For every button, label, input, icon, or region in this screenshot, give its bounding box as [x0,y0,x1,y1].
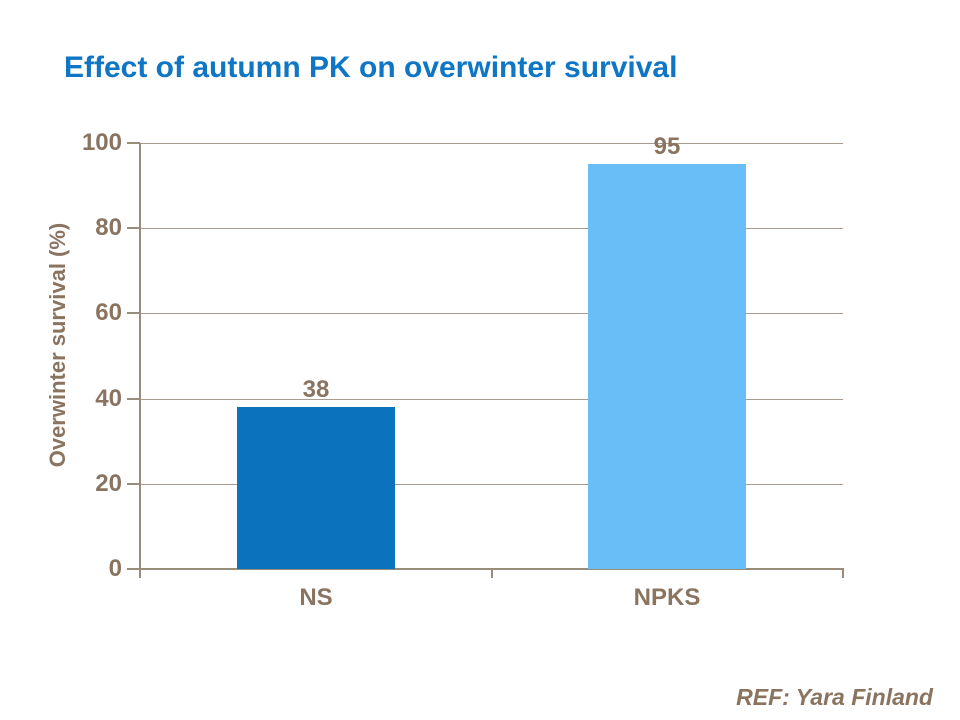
y-axis-tick [127,398,140,400]
y-axis-tick [127,227,140,229]
page-title: Effect of autumn PK on overwinter surviv… [64,51,678,84]
bar-ns [237,407,395,569]
gridline [140,484,843,485]
y-tick-label: 60 [95,299,122,326]
gridline [140,313,843,314]
x-axis-tick [491,570,493,578]
y-tick-label: 0 [108,555,122,582]
gridline [140,143,843,144]
bar-value-label: 38 [302,376,330,403]
y-tick-label: 80 [95,214,122,241]
y-tick-label: 100 [81,129,122,156]
y-axis-tick [127,312,140,314]
y-axis-tick [127,568,140,570]
y-axis-line [139,143,141,578]
x-axis-line [139,568,844,570]
x-axis-tick [842,570,844,578]
reference-note: REF: Yara Finland [736,684,933,710]
y-axis-tick [127,483,140,485]
y-tick-label: 20 [95,470,122,497]
x-category-label: NPKS [633,584,701,611]
bar-value-label: 95 [653,133,681,160]
x-category-label: NS [299,584,333,611]
gridline [140,399,843,400]
bar-npks [588,164,746,569]
y-axis-tick [127,142,140,144]
gridline [140,228,843,229]
y-tick-label: 40 [95,385,122,412]
